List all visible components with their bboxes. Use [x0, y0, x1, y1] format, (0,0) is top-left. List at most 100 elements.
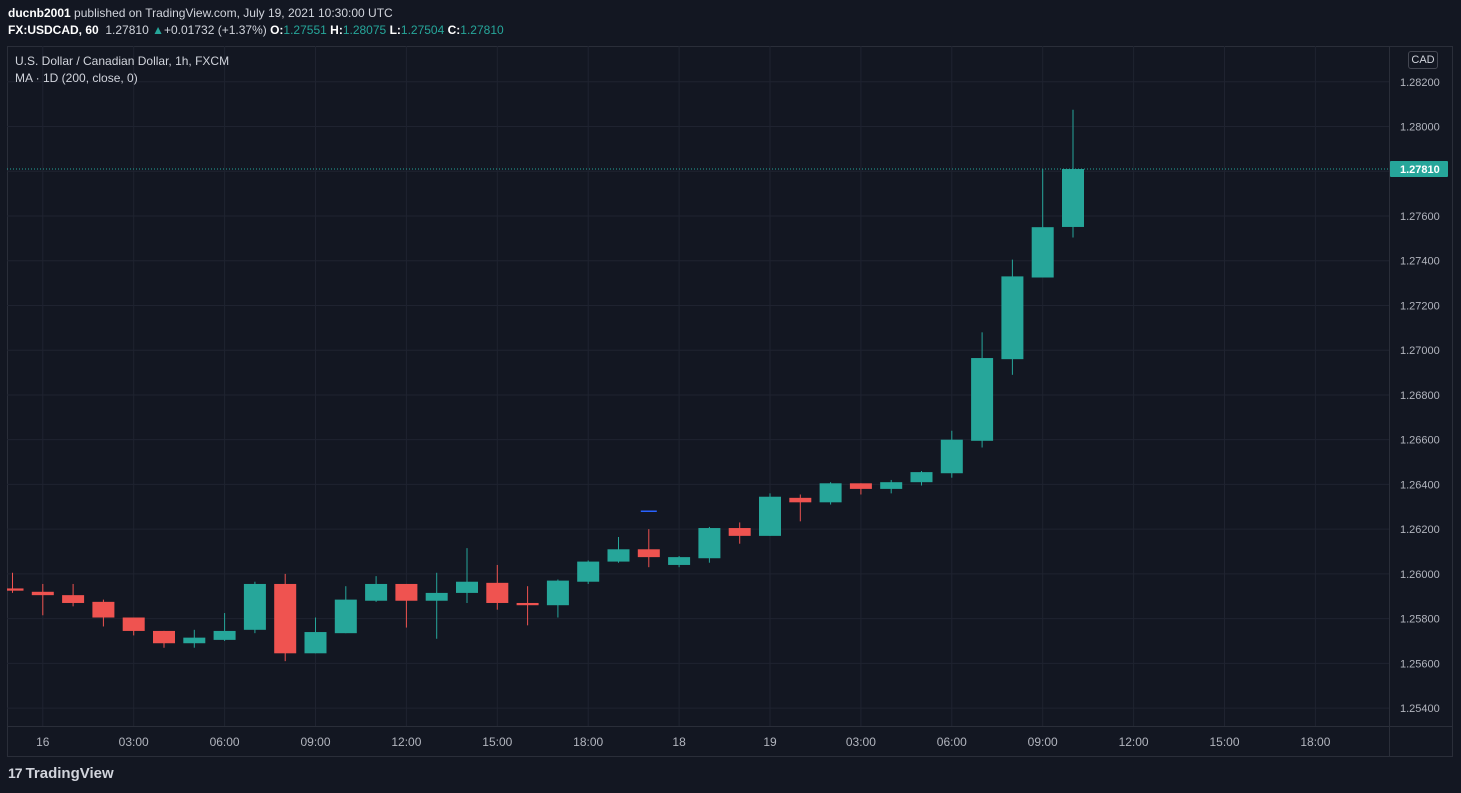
candle — [819, 482, 842, 505]
candle-body — [971, 358, 994, 441]
candle-body — [1062, 169, 1084, 227]
last-price-badge — [1390, 161, 1448, 178]
brand-name: TradingView — [25, 765, 114, 782]
candle — [7, 572, 24, 593]
candlestick-chart[interactable]: 1.282001.280001.278001.276001.274001.272… — [7, 46, 1453, 757]
y-tick-label: 1.27200 — [1400, 300, 1440, 312]
series-legend[interactable]: U.S. Dollar / Canadian Dollar, 1h, FXCM — [15, 54, 230, 68]
open-value: 1.27551 — [283, 23, 327, 37]
candle-body — [607, 549, 630, 562]
symbol-info: FX:USDCAD, 60 1.27810 ▲+0.01732 (+1.37%)… — [8, 23, 504, 37]
y-tick-label: 1.26400 — [1400, 479, 1440, 491]
candle — [304, 617, 327, 654]
x-tick-label: 06:00 — [937, 735, 967, 749]
candle-body — [183, 637, 206, 644]
candle-body — [880, 482, 903, 489]
open-label: O: — [270, 23, 284, 37]
candle-body — [759, 496, 781, 536]
candle-body — [62, 595, 85, 603]
candle — [153, 630, 175, 648]
candle-body — [243, 583, 266, 630]
candle — [637, 529, 660, 568]
tradingview-logo-icon: 17 — [8, 765, 23, 781]
candle — [728, 522, 751, 544]
y-tick-label: 1.27600 — [1400, 211, 1440, 223]
candle-body — [334, 599, 357, 634]
y-tick-label: 1.28200 — [1400, 77, 1440, 89]
candle-body — [668, 557, 691, 565]
close-value: 1.27810 — [460, 23, 504, 37]
y-tick-label: 1.25400 — [1400, 703, 1440, 715]
last-price: 1.27810 — [105, 23, 149, 37]
candle — [1001, 259, 1024, 375]
tradingview-brand[interactable]: 17 TradingView — [8, 765, 114, 782]
y-tick-label: 1.26800 — [1400, 390, 1440, 402]
candle-body — [153, 630, 175, 644]
candle-body — [577, 561, 600, 582]
candle — [395, 583, 418, 628]
candle-body — [425, 592, 448, 601]
candle-body — [819, 483, 842, 503]
candle-body — [213, 630, 236, 640]
candle-body — [31, 591, 54, 596]
candle — [425, 572, 448, 639]
chart-frame — [7, 46, 1453, 757]
candle — [940, 430, 963, 478]
candle-body — [789, 497, 812, 503]
x-tick-label: 12:00 — [391, 735, 421, 749]
y-tick-label: 1.27400 — [1400, 256, 1440, 268]
candle — [1031, 169, 1054, 278]
candle-body — [486, 582, 509, 603]
candle-body — [698, 528, 721, 559]
x-tick-label: 09:00 — [1028, 735, 1058, 749]
y-tick-label: 1.26200 — [1400, 524, 1440, 536]
y-tick-label: 1.25800 — [1400, 614, 1440, 626]
candle-body — [365, 583, 388, 601]
candle-body — [1001, 276, 1024, 360]
candle — [486, 564, 509, 610]
candle-body — [456, 581, 478, 593]
candle — [607, 536, 630, 563]
candle — [698, 526, 721, 563]
candle — [62, 583, 85, 607]
high-label: H: — [330, 23, 343, 37]
candle-body — [1031, 227, 1054, 278]
candle — [880, 479, 903, 494]
currency-button[interactable]: CAD — [1408, 51, 1438, 69]
candle — [456, 548, 478, 603]
y-tick-label: 1.26600 — [1400, 435, 1440, 447]
x-tick-label: 09:00 — [300, 735, 330, 749]
candle-body — [546, 580, 569, 606]
x-tick-label: 03:00 — [846, 735, 876, 749]
y-tick-label: 1.28000 — [1400, 122, 1440, 134]
candle-body — [395, 583, 418, 601]
candle-body — [7, 588, 24, 591]
symbol-label: FX:USDCAD, 60 — [8, 23, 99, 37]
last-price-label: 1.27810 — [1400, 164, 1440, 176]
y-tick-label: 1.27000 — [1400, 345, 1440, 357]
candle — [971, 332, 994, 448]
candle — [183, 629, 206, 648]
x-tick-label: 16 — [36, 735, 50, 749]
x-tick-label: 03:00 — [119, 735, 149, 749]
x-tick-label: 18:00 — [573, 735, 603, 749]
low-value: 1.27504 — [400, 23, 445, 37]
x-tick-label: 18 — [672, 735, 686, 749]
author-name[interactable]: ducnb2001 — [8, 6, 71, 20]
candle — [577, 560, 600, 584]
candle-body — [849, 483, 872, 489]
indicator-legend[interactable]: MA · 1D (200, close, 0) — [15, 71, 138, 85]
candle — [668, 556, 691, 568]
candle — [213, 613, 236, 641]
publish-text: published on TradingView.com, July 19, 2… — [74, 6, 393, 20]
candle-body — [516, 602, 539, 606]
price-change: +0.01732 (+1.37%) — [163, 23, 267, 37]
candle — [546, 579, 569, 618]
candle-body — [122, 617, 145, 631]
candle-body — [304, 632, 327, 654]
x-tick-label: 12:00 — [1119, 735, 1149, 749]
y-tick-label: 1.26000 — [1400, 569, 1440, 581]
up-arrow-icon: ▲ — [152, 23, 164, 37]
candle-body — [728, 528, 751, 536]
x-tick-label: 06:00 — [210, 735, 240, 749]
